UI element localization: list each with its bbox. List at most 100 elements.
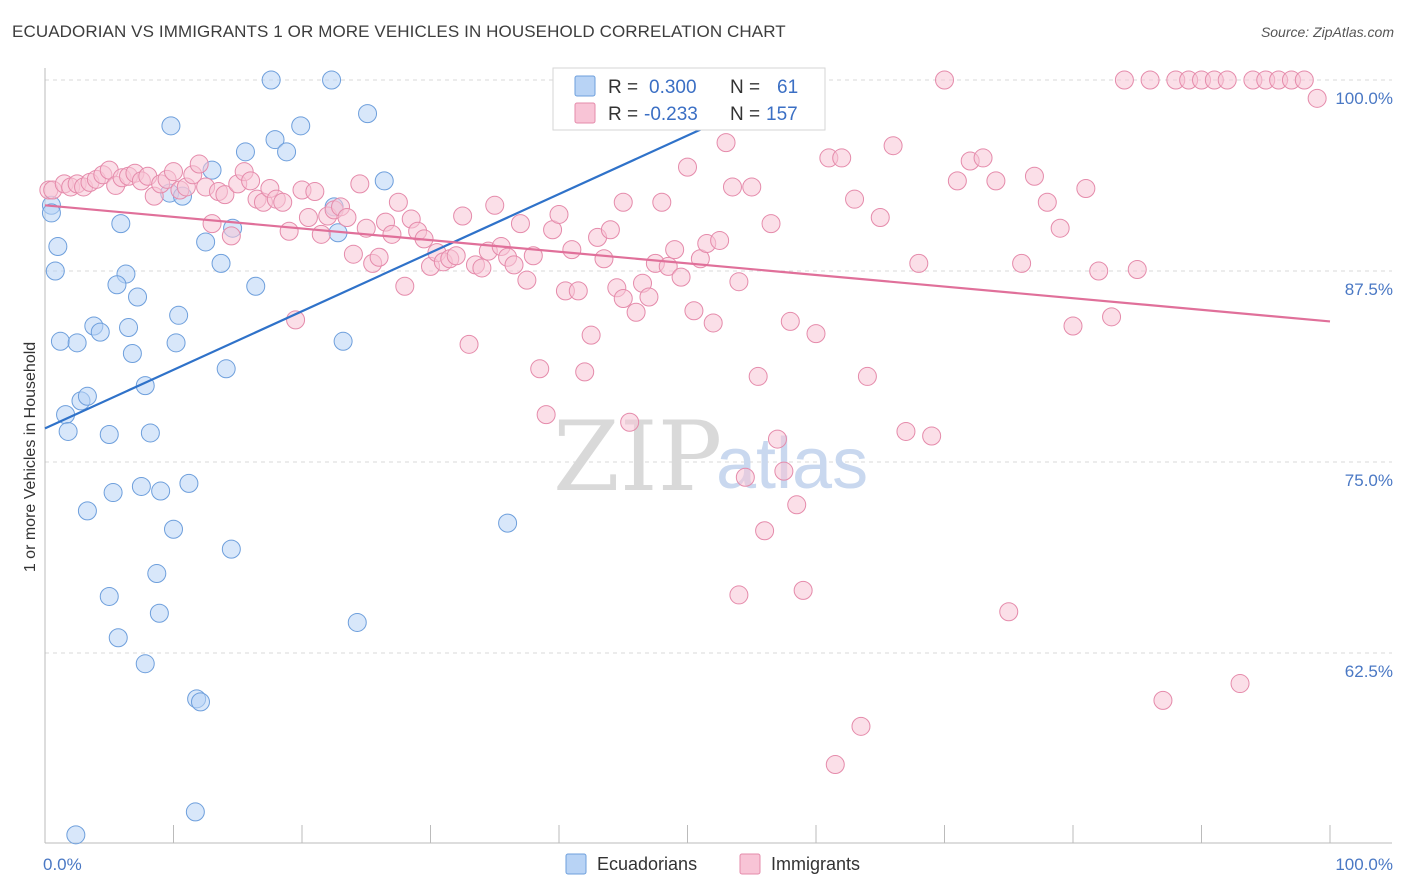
point-immigrants-161 [613, 192, 633, 212]
point-immigrants-100 [684, 301, 704, 321]
trend-lines [44, 75, 1331, 430]
point-immigrants-122 [857, 366, 877, 386]
point-immigrants-158 [825, 755, 845, 775]
point-ecuadorians-21 [131, 476, 151, 496]
point-immigrants-135 [1024, 166, 1044, 186]
point-immigrants-160 [729, 585, 749, 605]
point-immigrants-73 [510, 214, 530, 234]
point-ecuadorians-35 [190, 692, 210, 712]
point-immigrants-112 [761, 214, 781, 234]
point-immigrants-128 [935, 70, 954, 90]
legend-r-value-ecuadorians: 0.300 [649, 77, 697, 98]
point-ecuadorians-53 [347, 612, 367, 632]
point-ecuadorians-59 [108, 628, 128, 648]
point-immigrants-49 [356, 218, 376, 238]
point-immigrants-67 [472, 258, 492, 278]
legend-n-label-immigrants: N = [730, 104, 760, 125]
point-ecuadorians-30 [169, 305, 189, 325]
point-immigrants-63 [446, 246, 466, 266]
point-immigrants-117 [793, 580, 813, 600]
point-immigrants-140 [1089, 261, 1109, 281]
point-immigrants-106 [722, 177, 742, 197]
series-immigrants-points [39, 70, 1327, 775]
point-ecuadorians-23 [140, 423, 160, 443]
legend-n-label-ecuadorians: N = [730, 77, 760, 98]
point-immigrants-65 [459, 334, 479, 354]
point-immigrants-19 [164, 162, 183, 182]
point-immigrants-134 [1012, 253, 1032, 273]
point-ecuadorians-28 [161, 116, 181, 136]
point-immigrants-53 [382, 224, 402, 244]
point-immigrants-107 [729, 272, 749, 292]
point-immigrants-46 [337, 208, 357, 228]
legend-r-label-immigrants: R = [608, 104, 638, 125]
point-ecuadorians-3 [48, 237, 68, 257]
point-ecuadorians-55 [498, 513, 518, 533]
point-immigrants-159 [851, 716, 871, 736]
point-immigrants-69 [485, 195, 505, 215]
x-tick-labels: 0.0% 100.0% [43, 855, 1393, 874]
point-ecuadorians-47 [291, 116, 311, 136]
point-immigrants-55 [395, 276, 415, 296]
point-immigrants-74 [517, 270, 537, 290]
point-immigrants-77 [536, 405, 556, 425]
point-immigrants-95 [652, 192, 672, 212]
point-immigrants-75 [523, 246, 543, 266]
point-ecuadorians-29 [166, 333, 186, 353]
point-immigrants-104 [710, 230, 730, 250]
point-immigrants-113 [767, 429, 787, 449]
point-ecuadorians-7 [67, 333, 87, 353]
point-ecuadorians-14 [77, 501, 97, 521]
bottom-legend-ecuadorians-swatch [565, 853, 587, 875]
point-ecuadorians-9 [77, 386, 97, 406]
point-immigrants-114 [774, 461, 794, 481]
point-immigrants-138 [1063, 316, 1083, 336]
series-ecuadorians-points [41, 70, 820, 845]
point-ecuadorians-41 [221, 539, 241, 559]
point-immigrants-151 [1230, 674, 1250, 694]
bottom-legend-immigrants-swatch [739, 853, 761, 875]
point-immigrants-41 [305, 182, 325, 202]
point-ecuadorians-60 [135, 654, 155, 674]
point-immigrants-98 [671, 267, 691, 287]
point-immigrants-23 [189, 154, 209, 174]
point-immigrants-118 [806, 324, 826, 344]
chart-title: ECUADORIAN VS IMMIGRANTS 1 OR MORE VEHIC… [12, 22, 786, 41]
point-ecuadorians-1 [41, 203, 61, 223]
y-tick-label-2: 75.0% [1345, 471, 1393, 490]
point-immigrants-103 [703, 313, 723, 333]
point-immigrants-42 [311, 224, 331, 244]
point-immigrants-47 [343, 244, 363, 264]
point-immigrants-111 [755, 521, 775, 541]
trendline-immigrants [44, 204, 1331, 323]
point-ecuadorians-48 [322, 70, 342, 90]
x-tick-label-1: 100.0% [1335, 855, 1393, 874]
point-ecuadorians-26 [151, 481, 171, 501]
point-ecuadorians-13 [103, 483, 123, 503]
point-immigrants-127 [922, 426, 942, 446]
point-immigrants-25 [202, 214, 222, 234]
legend-immigrants-swatch [574, 102, 596, 124]
point-immigrants-141 [1102, 307, 1122, 327]
source-label: Source: ZipAtlas.com [1260, 24, 1394, 40]
point-immigrants-133 [999, 602, 1019, 622]
point-immigrants-84 [581, 325, 601, 345]
point-immigrants-126 [909, 253, 929, 273]
x-tick-label-0: 0.0% [43, 855, 82, 874]
point-ecuadorians-39 [216, 359, 236, 379]
legend-box: R = 0.300 N = 61 R = -0.233 N = 157 [552, 67, 826, 131]
point-immigrants-76 [530, 359, 550, 379]
point-ecuadorians-44 [261, 70, 281, 90]
bottom-legend-ecuadorians-label: Ecuadorians [597, 854, 697, 874]
point-immigrants-89 [613, 289, 633, 309]
point-immigrants-143 [1127, 259, 1147, 279]
point-immigrants-125 [896, 421, 916, 441]
point-ecuadorians-36 [196, 232, 216, 252]
point-immigrants-131 [973, 148, 993, 168]
point-immigrants-48 [350, 174, 370, 194]
point-immigrants-82 [568, 281, 588, 301]
watermark: ZIP atlas [553, 401, 868, 513]
point-ecuadorians-38 [211, 253, 231, 273]
point-immigrants-91 [626, 302, 646, 322]
point-immigrants-83 [575, 362, 595, 382]
